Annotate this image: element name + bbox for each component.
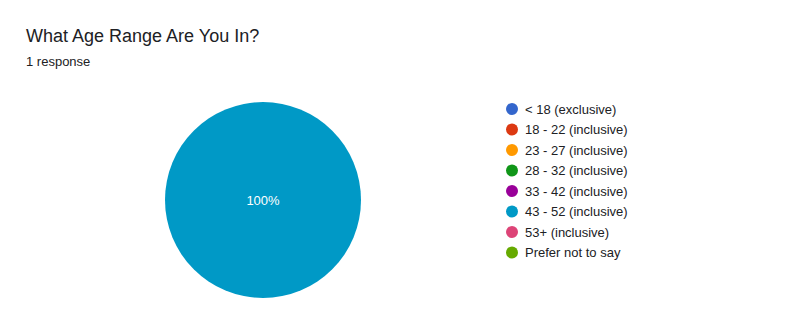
legend-label: 33 - 42 (inclusive) [525,184,628,199]
legend-marker [506,103,518,115]
pie-slice [165,102,361,298]
chart-svg: What Age Range Are You In? 1 response 100%… [0,0,800,336]
legend-label: 23 - 27 (inclusive) [525,143,628,158]
legend-marker [506,247,518,259]
legend: < 18 (exclusive) 18 - 22 (inclusive) 23 - … [506,102,628,261]
legend-label: 53+ (inclusive) [525,225,609,240]
legend-label: Prefer not to say [525,245,621,260]
chart-container: What Age Range Are You In? 1 response 100%… [0,0,800,336]
legend-marker [506,124,518,136]
chart-title: What Age Range Are You In? [26,26,259,46]
legend-marker [506,165,518,177]
legend-label: 43 - 52 (inclusive) [525,204,628,219]
chart-subtitle: 1 response [26,54,90,69]
legend-label: 18 - 22 (inclusive) [525,122,628,137]
legend-marker [506,144,518,156]
legend-marker [506,185,518,197]
legend-marker [506,226,518,238]
pie-slices [165,102,361,298]
legend-marker [506,206,518,218]
legend-label: < 18 (exclusive) [525,102,616,117]
legend-label: 28 - 32 (inclusive) [525,163,628,178]
pie-slice [263,102,264,200]
data-labels: 100% [246,193,280,208]
data-label: 100% [246,193,280,208]
pie-slice [263,102,264,200]
